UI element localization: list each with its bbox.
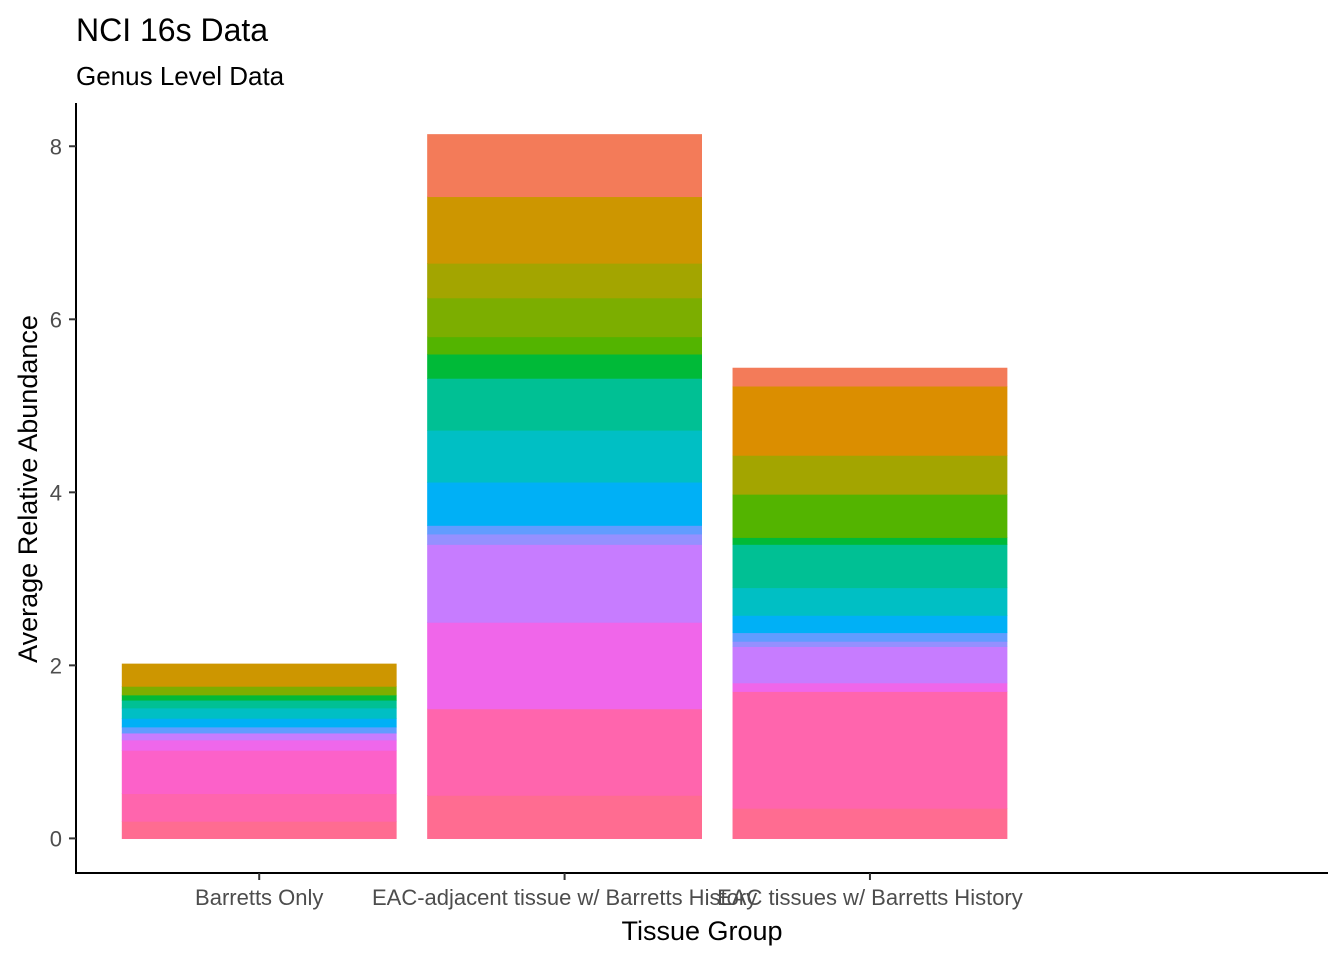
- bar-segment: [732, 691, 1008, 809]
- bar-segment: [732, 615, 1008, 634]
- y-tick-label: 6: [50, 307, 62, 332]
- bar-segment: [732, 587, 1008, 616]
- bar-segment: [427, 378, 702, 431]
- y-axis-title: Average Relative Abundance: [13, 315, 43, 663]
- bar-segment: [121, 707, 397, 719]
- y-tick-label: 8: [50, 134, 62, 159]
- bar-segment: [121, 718, 397, 728]
- bar-segment: [732, 632, 1008, 642]
- bar-segment: [732, 494, 1008, 538]
- bar-segment: [427, 134, 702, 198]
- x-axis-ticks: Barretts Only EAC-adjacent tissue w/ Barr…: [195, 873, 1023, 910]
- bar-segment: [732, 367, 1008, 387]
- bar-segment: [121, 732, 397, 741]
- bar-segment: [121, 750, 397, 795]
- bar-segment: [732, 808, 1008, 839]
- bar-segment: [427, 297, 702, 338]
- bar-segment: [121, 793, 397, 822]
- bar-segment: [427, 336, 702, 355]
- bar-segment: [121, 699, 397, 709]
- bar-segment: [732, 537, 1008, 545]
- x-tick-label: EAC tissues w/ Barretts History: [717, 885, 1023, 910]
- bar-segment: [732, 455, 1008, 495]
- bar-segment: [121, 726, 397, 734]
- y-tick-label: 0: [50, 826, 62, 851]
- bar-segment: [732, 641, 1008, 647]
- chart-subtitle: Genus Level Data: [76, 61, 285, 91]
- bar-segment: [121, 739, 397, 751]
- bar-segment: [121, 686, 397, 696]
- bar-segment: [427, 196, 702, 264]
- y-axis-ticks: 0 2 4 6 8: [50, 134, 76, 851]
- bar-segment: [427, 795, 702, 839]
- bar-segment: [121, 821, 397, 839]
- bar-segment: [732, 646, 1008, 684]
- bar-segment: [427, 533, 702, 545]
- bar-segment: [427, 525, 702, 535]
- bar-segment: [427, 708, 702, 796]
- bar-segment: [427, 544, 702, 623]
- chart-title: NCI 16s Data: [76, 12, 268, 48]
- y-tick-label: 2: [50, 653, 62, 678]
- x-tick-label: Barretts Only: [195, 885, 323, 910]
- bar-segment: [427, 263, 702, 299]
- bar-segment: [121, 694, 397, 701]
- bar-segment: [732, 682, 1008, 692]
- y-tick-label: 4: [50, 480, 62, 505]
- bar-segment: [121, 663, 397, 687]
- x-axis-title: Tissue Group: [621, 916, 782, 946]
- bar-segment: [427, 481, 702, 526]
- bar-segment: [732, 385, 1008, 456]
- bar-segment: [427, 430, 702, 483]
- bar-segment: [427, 622, 702, 710]
- x-tick-label: EAC-adjacent tissue w/ Barretts History: [372, 885, 757, 910]
- bars-group: [121, 134, 1008, 839]
- bar-segment: [732, 544, 1008, 589]
- bar-segment: [427, 353, 702, 379]
